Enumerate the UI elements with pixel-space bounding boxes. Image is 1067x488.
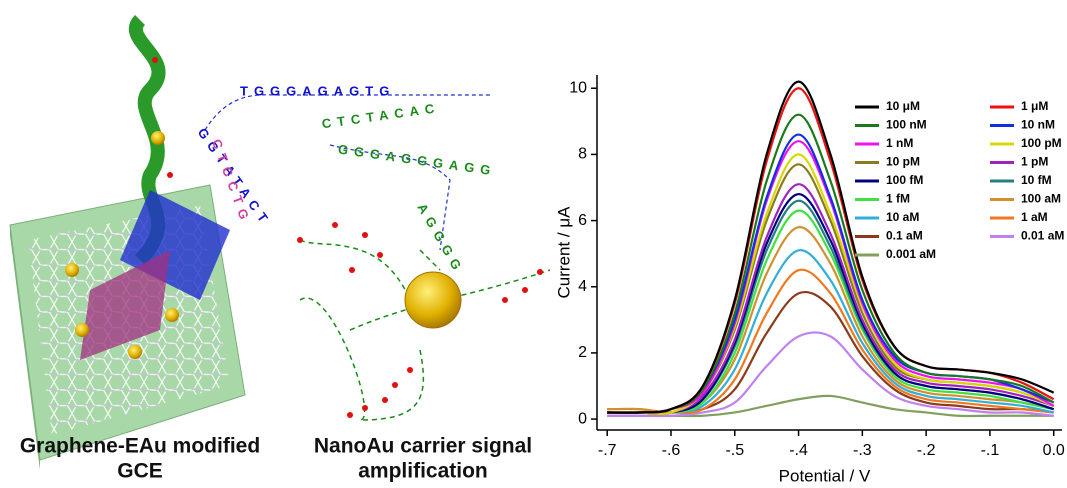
dna-sequence: TGGGAGAGTG [240, 83, 395, 98]
x-tick-label: -.6 [662, 442, 681, 459]
caption: Graphene-EAu modified [20, 435, 260, 458]
gold-particle [65, 263, 79, 277]
caption: NanoAu carrier signal [314, 435, 532, 458]
dna-sequence: AGGGG [414, 201, 467, 278]
legend-label: 10 nM [1021, 118, 1055, 132]
legend-label: 0.1 aM [886, 229, 923, 243]
y-tick-label: 4 [578, 278, 587, 295]
caption: GCE [117, 460, 163, 483]
series-line [607, 140, 1055, 414]
legend-label: 100 aM [1021, 192, 1061, 206]
x-tick-label: -.2 [917, 442, 936, 459]
illustration [9, 15, 551, 470]
series-line [607, 87, 1055, 414]
legend-label: 0.01 aM [1021, 229, 1064, 243]
y-tick-label: 2 [578, 344, 587, 361]
legend-label: 100 fM [886, 173, 923, 187]
x-tick-label: -.7 [598, 442, 617, 459]
legend-label: 100 nM [886, 118, 927, 132]
x-tick-label: -.5 [725, 442, 744, 459]
dna-sequence: CTCTACAC [321, 100, 441, 131]
carrier-strand [299, 239, 551, 421]
legend-label: 0.001 aM [886, 247, 936, 261]
x-axis-label: Potential / V [779, 466, 871, 485]
x-tick-label: 0.0 [1043, 442, 1065, 459]
legend-label: 10 aM [886, 210, 919, 224]
y-tick-label: 0 [578, 410, 587, 427]
dna-backbone [204, 94, 490, 251]
y-tick-label: 6 [578, 212, 587, 229]
series-line [607, 80, 1055, 414]
legend-label: 1 aM [1021, 210, 1048, 224]
legend-label: 100 pM [1021, 136, 1062, 150]
legend-label: 10 fM [1021, 173, 1052, 187]
y-tick-label: 8 [578, 146, 587, 163]
gold-particle [128, 345, 142, 359]
legend-label: 1 pM [1021, 155, 1048, 169]
nanoau [404, 271, 462, 329]
dna-sequence: GGGAGGGAGG [337, 142, 497, 179]
legend-label: 1 nM [886, 136, 913, 150]
series-line [607, 153, 1055, 416]
caption: amplification [358, 460, 488, 483]
signal-labels [152, 57, 543, 418]
y-tick-label: 10 [569, 79, 587, 96]
legend-label: 10 pM [886, 155, 920, 169]
gold-particle [165, 308, 179, 322]
x-tick-label: -.1 [981, 442, 1000, 459]
x-tick-label: -.3 [853, 442, 872, 459]
series-line [607, 193, 1055, 415]
x-tick-label: -.4 [789, 442, 808, 459]
slab-edge [10, 225, 40, 470]
gold-particle [151, 131, 165, 145]
legend-label: 1 μM [1021, 99, 1048, 113]
gold-particle [75, 323, 89, 337]
y-axis-label: Current / μA [554, 206, 573, 299]
series-line [607, 133, 1055, 414]
series-line [607, 331, 1054, 418]
dna-helix [80, 250, 170, 360]
legend-label: 1 fM [886, 192, 910, 206]
legend-label: 10 μM [886, 99, 920, 113]
